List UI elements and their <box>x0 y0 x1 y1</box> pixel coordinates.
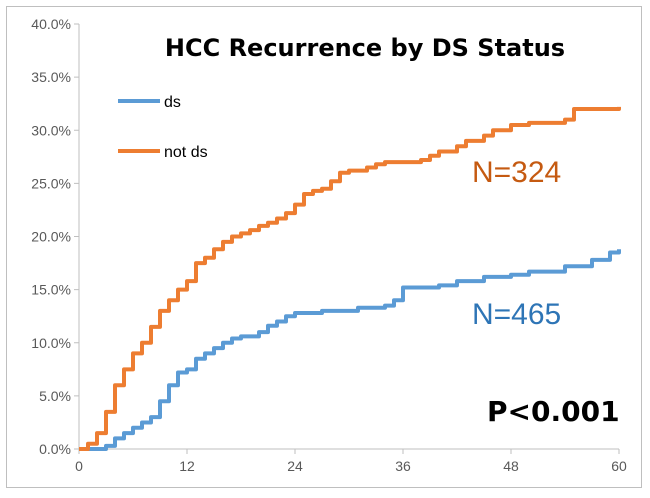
y-tick-label: 40.0% <box>31 16 71 32</box>
legend-label-ds: ds <box>164 94 181 111</box>
x-tick-label: 36 <box>395 458 411 474</box>
legend: ds not ds <box>118 94 208 161</box>
series-line-not-ds <box>79 106 621 451</box>
chart-frame <box>6 6 642 488</box>
y-tick-label: 10.0% <box>31 335 71 351</box>
y-tick-label: 15.0% <box>31 282 71 298</box>
legend-label-not-ds: not ds <box>164 144 208 161</box>
x-tick-label: 12 <box>179 458 195 474</box>
y-tick-label: 25.0% <box>31 175 71 191</box>
annotation-n-465: N=465 <box>472 298 561 331</box>
y-tick-label: 0.0% <box>39 441 71 457</box>
annotation-n-324: N=324 <box>472 156 561 189</box>
y-axis-ticks: 0.0% 5.0% 10.0% 15.0% 20.0% 25.0% 30.0% 35.0% 40… <box>31 16 79 457</box>
series-layer <box>79 106 621 451</box>
chart-title: HCC Recurrence by DS Status <box>165 34 565 62</box>
y-tick-label: 20.0% <box>31 229 71 245</box>
y-tick-label: 35.0% <box>31 69 71 85</box>
annotation-p-value: P<0.001 <box>487 395 620 428</box>
x-tick-label: 48 <box>503 458 519 474</box>
series-line-ds <box>79 249 621 451</box>
x-tick-label: 60 <box>611 458 627 474</box>
x-tick-label: 0 <box>75 458 83 474</box>
x-axis-ticks: 0 12 24 36 48 60 <box>75 449 627 474</box>
y-tick-label: 5.0% <box>39 388 71 404</box>
x-tick-label: 24 <box>287 458 303 474</box>
y-tick-label: 30.0% <box>31 122 71 138</box>
